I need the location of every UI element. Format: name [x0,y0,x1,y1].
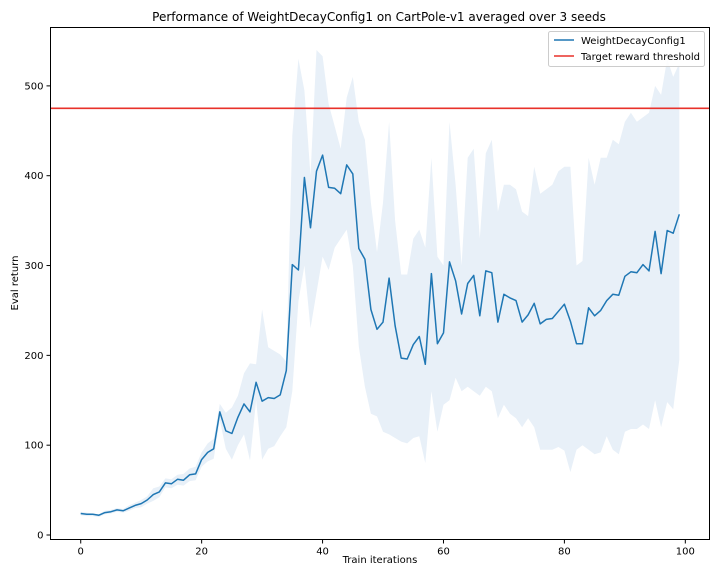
y-tick-label: 300 [24,261,43,272]
x-tick-label: 100 [676,547,695,558]
y-tick-label: 100 [24,441,43,452]
x-tick-label: 80 [558,547,571,558]
chart-title: Performance of WeightDecayConfig1 on Car… [152,10,606,24]
x-tick-label: 0 [78,547,84,558]
x-axis: 0 20 40 60 80 100 [78,539,695,558]
y-axis: 0 100 200 300 400 500 [24,81,51,542]
legend: WeightDecayConfig1 Target reward thresho… [548,31,705,67]
x-tick-label: 20 [195,547,208,558]
y-axis-label: Eval return [10,256,21,311]
legend-box [548,31,705,67]
y-tick-label: 0 [37,531,43,542]
x-axis-label: Train iterations [342,555,418,566]
plot-frame [50,27,710,540]
plot-area [50,50,710,517]
x-tick-label: 60 [437,547,450,558]
x-tick-label: 40 [316,547,329,558]
y-tick-label: 200 [24,351,43,362]
confidence-band [80,50,680,517]
legend-label-threshold: Target reward threshold [580,52,700,63]
legend-label-mean: WeightDecayConfig1 [581,36,686,47]
series-line-weightdecayconfig1 [80,154,681,516]
y-tick-label: 400 [24,171,43,182]
y-tick-label: 500 [24,81,43,92]
